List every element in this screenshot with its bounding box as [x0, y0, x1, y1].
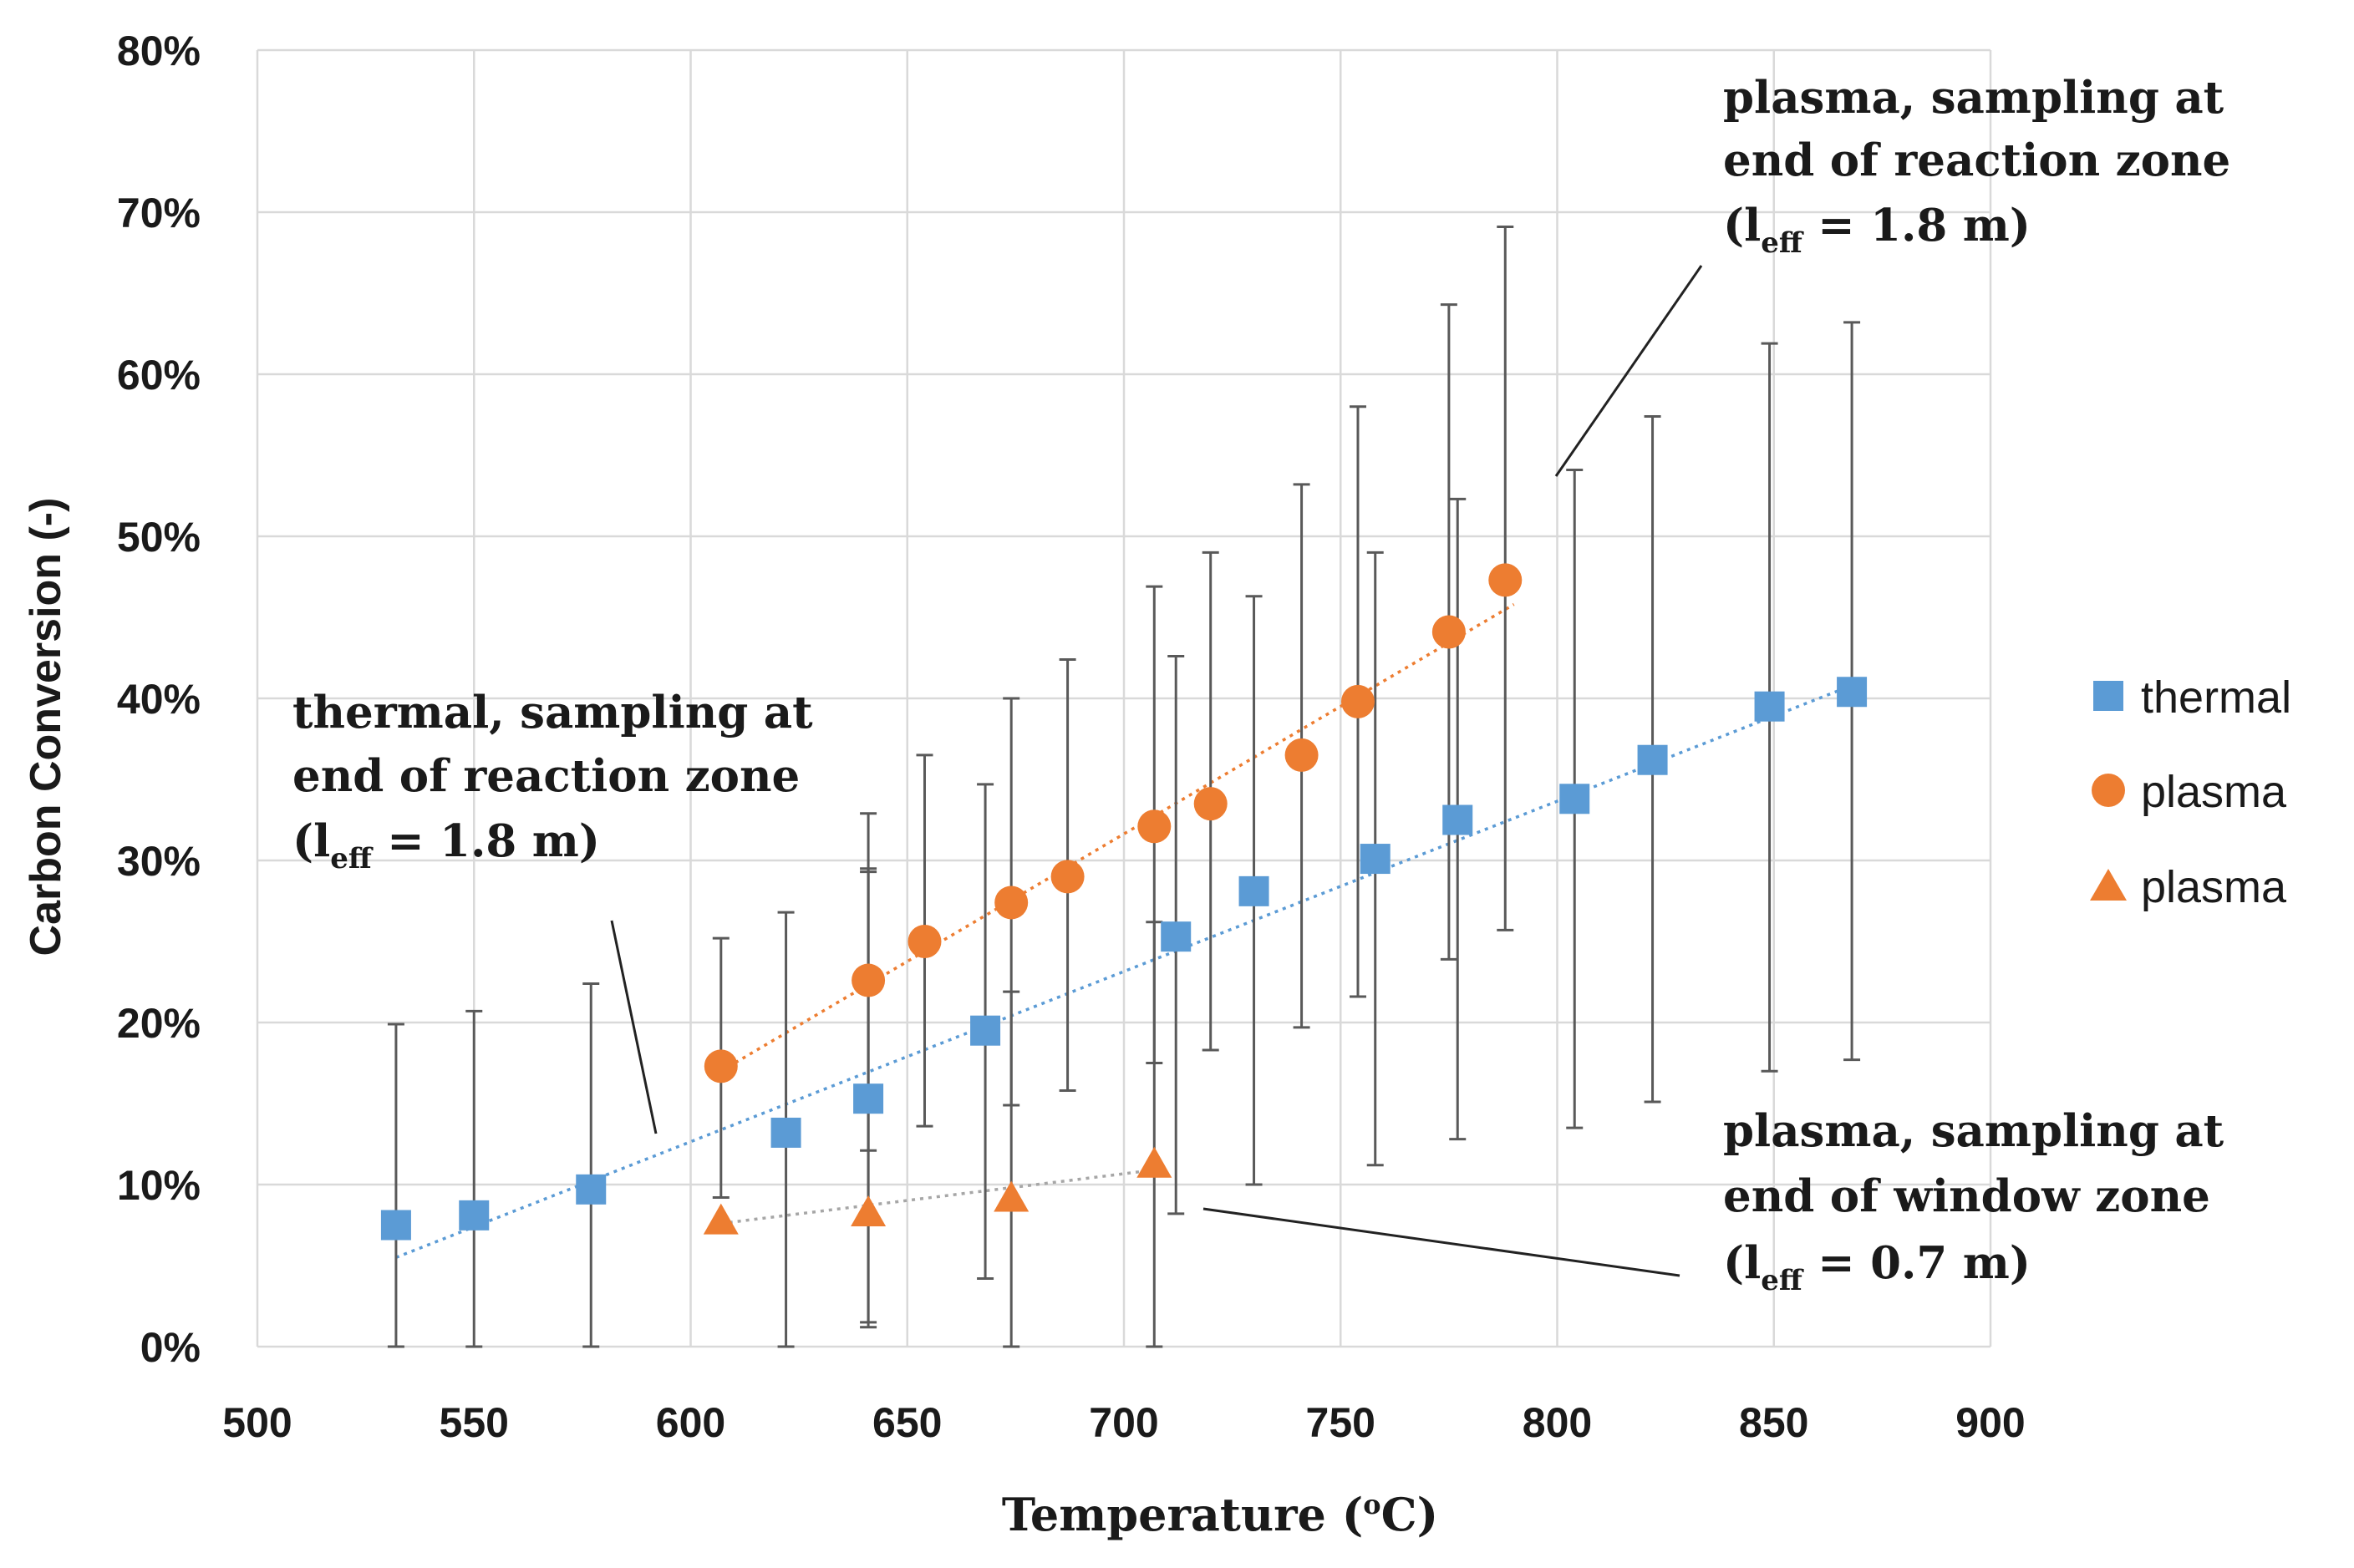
- legend-circle-icon: [2092, 774, 2125, 807]
- y-axis-title: Carbon Conversion (-): [22, 498, 70, 957]
- y-tick-label: 60%: [117, 352, 201, 398]
- x-tick-label: 650: [872, 1399, 942, 1446]
- y-tick-label: 0%: [140, 1324, 201, 1371]
- point-thermal-square: [1837, 677, 1868, 708]
- legend-label-plasma-2: plasma: [2141, 862, 2287, 912]
- x-tick-label: 700: [1089, 1399, 1158, 1446]
- point-plasma-circle: [1340, 684, 1375, 718]
- legend-square-icon: [2093, 681, 2123, 711]
- leader-line-plasma-window: [1202, 1207, 1680, 1277]
- svg-text:plasma, sampling at: plasma, sampling at: [1723, 72, 2224, 124]
- x-axis-ticks: 500 550 600 650 700 750 800 850 900: [222, 1399, 2025, 1446]
- svg-text:end of reaction zone: end of reaction zone: [292, 750, 800, 802]
- point-thermal-square: [1754, 691, 1785, 722]
- point-plasma-circle: [852, 963, 886, 997]
- point-thermal-square: [380, 1210, 411, 1241]
- point-plasma-circle: [908, 925, 942, 958]
- svg-text:end of window zone: end of window zone: [1723, 1170, 2210, 1222]
- legend-item-plasma-triangle: plasma: [2090, 862, 2287, 912]
- y-axis-ticks: 0% 10% 20% 30% 40% 50% 60% 70% 80%: [117, 28, 201, 1371]
- x-tick-label: 600: [656, 1399, 725, 1446]
- svg-text:(leff = 0.7 m): (leff = 0.7 m): [1723, 1237, 2031, 1297]
- point-thermal-square: [970, 1015, 1001, 1046]
- x-axis-title: Temperature (oC): [1002, 1488, 1438, 1541]
- svg-text:(leff = 1.8 m): (leff = 1.8 m): [292, 815, 600, 875]
- point-thermal-square: [853, 1083, 884, 1114]
- x-tick-label: 550: [440, 1399, 509, 1446]
- point-thermal-square: [1161, 921, 1192, 952]
- trendline-circle: [719, 602, 1515, 1073]
- y-tick-label: 20%: [117, 1000, 201, 1047]
- y-tick-label: 40%: [117, 676, 201, 723]
- point-thermal-square: [1238, 875, 1269, 906]
- x-tick-label: 850: [1739, 1399, 1808, 1446]
- point-plasma-circle: [704, 1049, 738, 1083]
- point-plasma-triangle: [703, 1203, 739, 1235]
- svg-text:end of reaction zone: end of reaction zone: [1723, 134, 2230, 186]
- legend-label-thermal: thermal: [2141, 672, 2291, 723]
- trendline-triangle: [720, 1168, 1155, 1225]
- point-plasma-circle: [994, 885, 1029, 920]
- annotation-thermal-reaction-zone: thermal, sampling at end of reaction zon…: [292, 687, 813, 875]
- legend-item-plasma-circle: plasma: [2092, 767, 2287, 817]
- point-plasma-triangle: [994, 1180, 1030, 1212]
- point-plasma-circle: [1488, 563, 1523, 597]
- y-tick-label: 70%: [117, 190, 201, 236]
- point-thermal-square: [770, 1117, 801, 1148]
- grid: [256, 48, 1992, 1348]
- leader-line-plasma-reaction: [1554, 265, 1703, 477]
- annotation-plasma-reaction-zone: plasma, sampling at end of reaction zone…: [1723, 72, 2230, 260]
- data-markers: [380, 563, 1868, 1241]
- y-tick-label: 30%: [117, 838, 201, 885]
- y-tick-label: 10%: [117, 1162, 201, 1209]
- annotation-plasma-window-zone: plasma, sampling at end of window zone (…: [1723, 1105, 2224, 1297]
- point-thermal-square: [1360, 844, 1391, 875]
- y-tick-label: 50%: [117, 514, 201, 561]
- svg-text:(leff = 1.8 m): (leff = 1.8 m): [1723, 200, 2031, 260]
- point-thermal-square: [1637, 744, 1668, 775]
- trendlines: [395, 602, 1853, 1259]
- trendline-square: [395, 683, 1853, 1259]
- leader-line-thermal-reaction: [610, 920, 658, 1134]
- x-tick-label: 800: [1523, 1399, 1592, 1446]
- svg-text:plasma, sampling at: plasma, sampling at: [1723, 1105, 2224, 1157]
- y-tick-label: 80%: [117, 28, 201, 74]
- legend: thermal plasma plasma: [2090, 672, 2291, 912]
- point-thermal-square: [576, 1174, 607, 1205]
- point-plasma-circle: [1284, 738, 1319, 772]
- point-plasma-circle: [1137, 809, 1172, 844]
- point-plasma-circle: [1050, 860, 1085, 894]
- legend-item-thermal: thermal: [2093, 672, 2291, 723]
- point-thermal-square: [1559, 784, 1590, 814]
- point-plasma-triangle: [1136, 1146, 1172, 1178]
- point-plasma-triangle: [851, 1195, 887, 1226]
- legend-label-plasma: plasma: [2141, 767, 2287, 817]
- legend-triangle-icon: [2090, 869, 2127, 901]
- x-tick-label: 500: [222, 1399, 292, 1446]
- point-thermal-square: [1442, 804, 1473, 835]
- point-plasma-circle: [1431, 615, 1466, 649]
- svg-text:thermal, sampling at: thermal, sampling at: [292, 687, 813, 738]
- x-tick-label: 900: [1955, 1399, 2025, 1446]
- x-tick-label: 750: [1306, 1399, 1375, 1446]
- point-thermal-square: [459, 1200, 490, 1231]
- point-plasma-circle: [1193, 787, 1228, 821]
